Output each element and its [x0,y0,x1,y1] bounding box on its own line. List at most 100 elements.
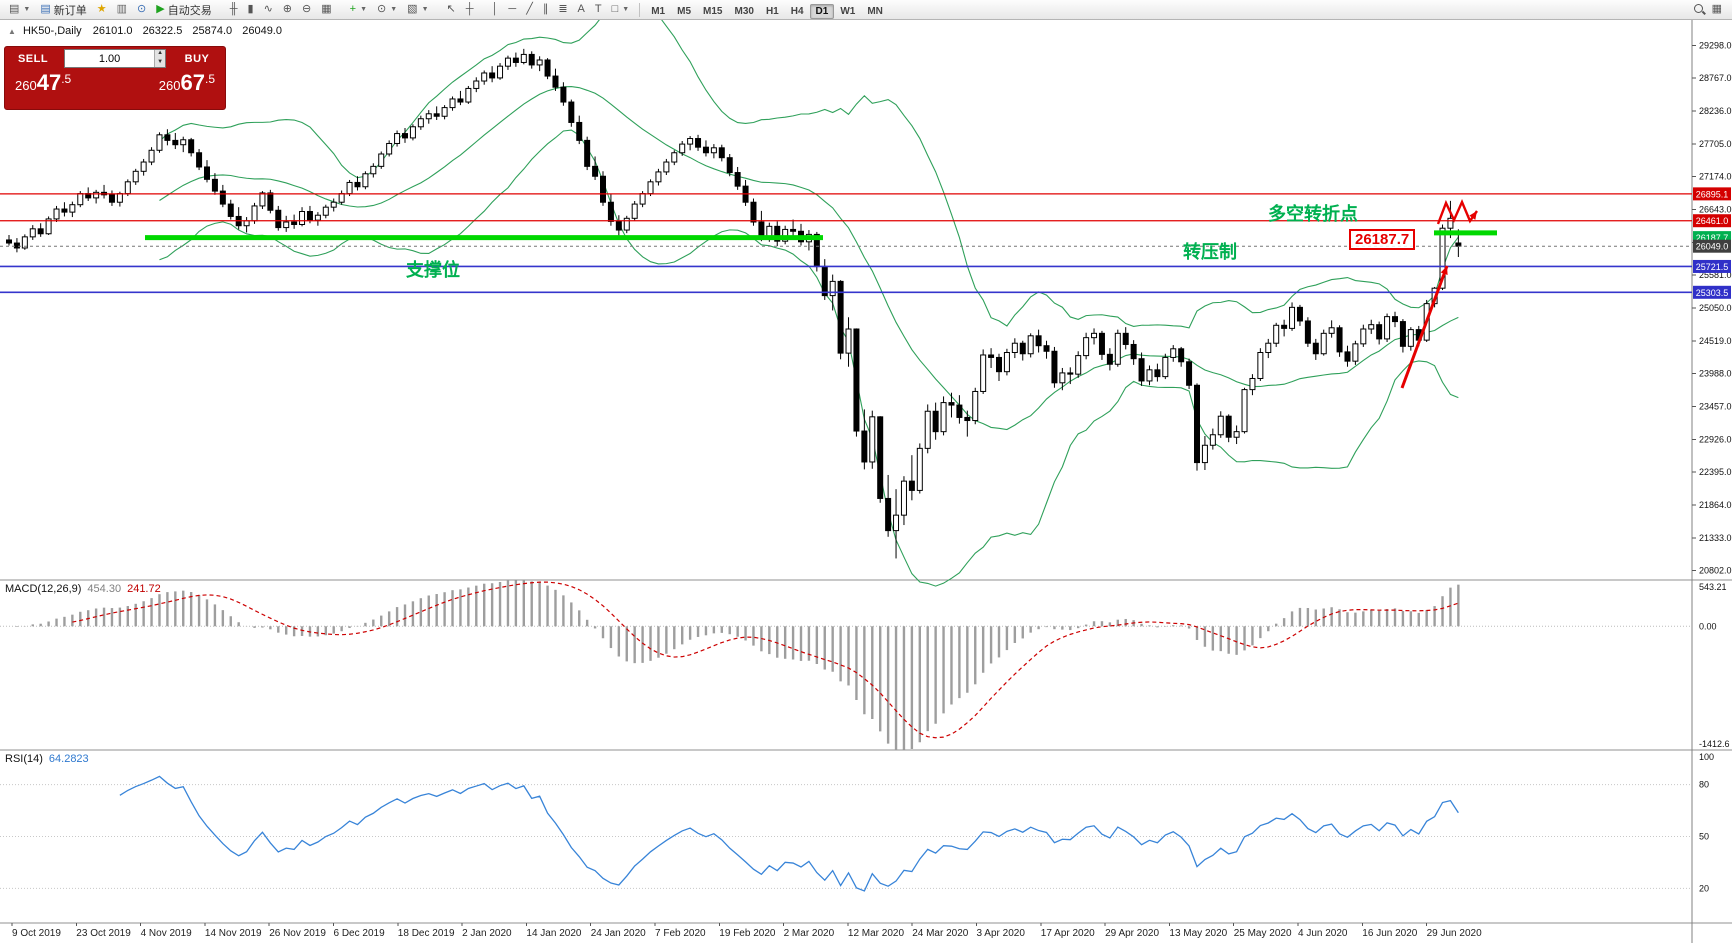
zoom-in-icon: ⊕ [282,3,293,16]
x-date-label: 16 Jun 2020 [1362,928,1417,939]
volume-increase-button[interactable]: ▲ [157,50,164,56]
x-date-label: 9 Oct 2019 [12,928,61,939]
x-date-label: 24 Mar 2020 [912,928,969,939]
volume-decrease-button[interactable]: ▼ [157,58,164,65]
zoom-out-button[interactable]: ⊖ [297,0,316,20]
crosshair-button[interactable]: ┼ [461,0,479,20]
x-date-label: 26 Nov 2019 [269,928,326,939]
rsi-panel: 100 80 50 20 [0,752,1714,893]
y-tick-label: 29298.0 [1699,40,1732,50]
x-date-label: 17 Apr 2020 [1041,928,1095,939]
x-date-label: 2 Jan 2020 [462,928,512,939]
zoom-out-icon: ⊖ [302,3,312,16]
new-order-button[interactable]: ▤ 新订单 [35,0,91,20]
price-badge: 25721.5 [1696,262,1729,272]
rsi-axis-label: 20 [1699,883,1709,893]
new-order-button-label: 新订单 [53,4,87,17]
y-tick-label: 23457.0 [1699,401,1732,411]
zoom-in-button[interactable]: ⊕ [278,0,297,20]
y-tick-label: 27705.0 [1699,139,1732,149]
timeframe-button-m1[interactable]: M1 [651,5,666,17]
price-axis: 29298.0 28767.0 28236.0 27705.0 27174.0 26643… [1692,40,1732,576]
timeframe-button-d1[interactable]: D1 [809,3,835,19]
timeframe-button-mn[interactable]: MN [867,5,883,17]
timeframe-button-m15[interactable]: M15 [703,5,723,17]
text-button[interactable]: A [573,0,590,20]
svg-text:0.00: 0.00 [1699,621,1717,631]
vertical-line-button[interactable]: │ [487,0,504,20]
x-date-label: 19 Feb 2020 [719,928,776,939]
chevron-down-icon: ▼ [360,6,368,14]
volume-field: ▲ ▼ [64,49,166,68]
crosshair-icon: ┼ [465,3,474,16]
bollinger-bands [159,0,1459,587]
buy-price-button[interactable]: 26067.5 [158,70,215,95]
volume-stepper: ▲ ▼ [154,50,165,67]
autotrading-icon: ▶ [156,3,165,16]
price-badge: 25303.5 [1696,288,1729,298]
sell-price-button[interactable]: 26047.5 [15,70,72,95]
panel-frames [0,20,1732,943]
search-icon[interactable] [1693,3,1706,16]
one-click-collapse-icon[interactable]: ▲ [8,27,16,36]
timeframe-button-h1[interactable]: H1 [765,5,779,17]
x-date-label: 3 Apr 2020 [977,928,1026,939]
price-callout-label: 26187.7 [1349,229,1416,250]
date-axis: 9 Oct 2019 23 Oct 2019 4 Nov 2019 14 Nov 20… [11,923,1482,939]
horizontal-line-button[interactable]: ─ [503,0,521,20]
price-badge: 26461.0 [1696,216,1729,226]
svg-text:543.21: 543.21 [1699,582,1727,592]
autotrading-button[interactable]: ▶ 自动交易 [151,0,216,20]
timeframe-button-h4[interactable]: H4 [790,5,804,17]
y-tick-label: 28236.0 [1699,106,1732,116]
shapes-button[interactable]: □ ▼ [607,0,635,20]
sell-button[interactable]: SELL [17,52,49,65]
timeframe-menu-button[interactable]: ⊙ ▼ [372,0,402,20]
profiles-button[interactable]: ▥ [112,0,132,20]
x-date-label: 29 Apr 2020 [1105,928,1159,939]
price-badge: 26895.1 [1696,189,1729,199]
x-date-label: 4 Jun 2020 [1298,928,1348,939]
profiles-icon: ▥ [116,3,128,16]
favorites-button[interactable]: ★ [92,0,112,20]
candlestick-button[interactable]: ▮ [243,0,259,20]
x-date-label: 18 Dec 2019 [398,928,455,939]
fibonacci-button[interactable]: ≣ [553,0,572,20]
timeframe-button-m30[interactable]: M30 [734,5,754,17]
label-button[interactable]: T [590,0,607,20]
cursor-button[interactable]: ↖ [442,0,461,20]
timeframe-button-w1[interactable]: W1 [840,5,856,17]
favorites-icon: ★ [96,3,107,16]
price-badge: 26049.0 [1696,242,1729,252]
buy-button[interactable]: BUY [184,52,210,65]
rsi-axis-label: 50 [1699,832,1709,842]
x-date-label: 13 May 2020 [1169,928,1227,939]
x-date-label: 14 Nov 2019 [205,928,262,939]
shapes-icon: □ [611,3,619,16]
tile-windows-button[interactable]: ▦ [316,0,336,20]
timeframe-button-m5[interactable]: M5 [677,5,692,17]
add-indicator-button[interactable]: + ▼ [345,0,372,20]
toolbar-separator [639,2,641,17]
main-toolbar: ▤ ▼ ▤ 新订单 ★ ▥ ⊙ ▶ 自动交易 ╫ ▮ ∿ ⊕ ⊖ ▦ + ▼ ⊙ ▼ ▧ ▼ ↖ ┼ │ ─ ╱ ∥ ≣ A T □ ▼ M1… [0,0,1732,20]
y-tick-label: 26643.0 [1699,204,1732,214]
data-window-button[interactable]: ⊙ [132,0,151,20]
window-layout-icon[interactable]: ▦ [1711,3,1722,15]
channel-button[interactable]: ∥ [538,0,554,20]
toolbar-right-group: ▦ [1693,3,1728,16]
trendline-button[interactable]: ╱ [521,0,538,20]
volume-input[interactable] [65,50,155,67]
symbol-period-label: HK50-,Daily [22,25,82,37]
price-badge: 26187.7 [1696,233,1729,243]
line-chart-button[interactable]: ∿ [259,0,278,20]
template-button[interactable]: ▧ ▼ [402,0,433,20]
bar-chart-button[interactable]: ╫ [225,0,243,20]
y-tick-label: 22926.0 [1699,434,1732,444]
x-date-label: 25 May 2020 [1234,928,1292,939]
cursor-icon: ↖ [446,3,456,16]
x-date-label: 23 Oct 2019 [76,928,131,939]
bar-chart-icon: ╫ [229,3,238,16]
macd-main-value: 454.30 [87,583,122,595]
rsi-axis-label: 80 [1699,780,1709,790]
new-chart-button[interactable]: ▤ ▼ [4,0,35,20]
